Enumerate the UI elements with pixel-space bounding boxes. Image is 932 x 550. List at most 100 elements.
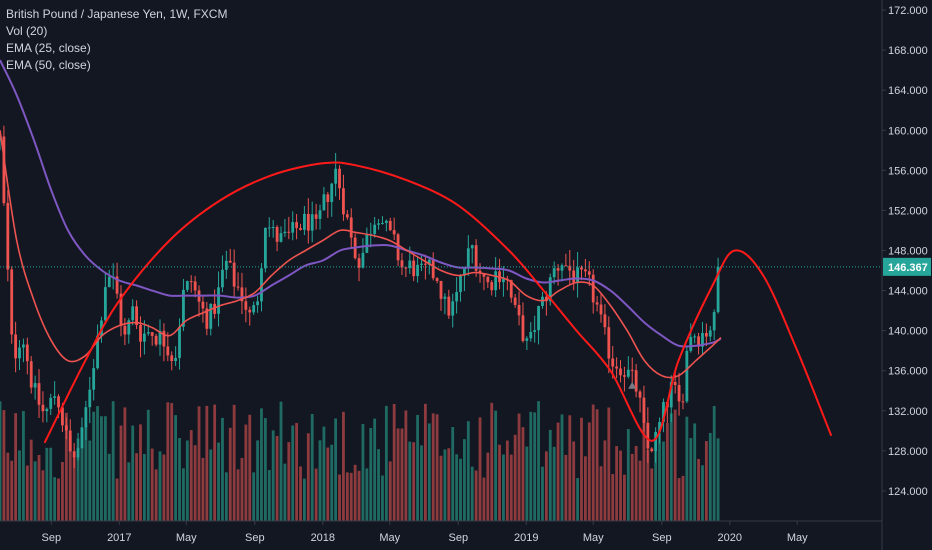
candle-body bbox=[213, 303, 217, 314]
candle-body bbox=[236, 286, 240, 288]
ema25-study-label[interactable]: EMA (25, close) bbox=[6, 41, 91, 55]
candle bbox=[45, 407, 49, 423]
candle-body bbox=[310, 214, 314, 231]
volume-bar bbox=[217, 442, 220, 521]
candle-body bbox=[638, 391, 642, 398]
volume-bar bbox=[232, 404, 236, 521]
volume-bar bbox=[314, 468, 318, 521]
volume-bar bbox=[568, 415, 572, 521]
volume-bar bbox=[611, 474, 615, 521]
volume-bar bbox=[384, 405, 388, 521]
symbol-title[interactable]: British Pound / Japanese Yen, 1W, FXCM bbox=[6, 7, 228, 21]
candle-body bbox=[291, 222, 295, 233]
volume-bar bbox=[361, 424, 365, 521]
candle bbox=[704, 323, 708, 347]
candle bbox=[646, 407, 650, 463]
volume-bar bbox=[548, 429, 552, 521]
triangle-marker-icon bbox=[628, 381, 637, 389]
candle bbox=[299, 223, 302, 231]
candle-body bbox=[708, 330, 712, 337]
volume-bar bbox=[279, 401, 283, 521]
candle bbox=[681, 393, 685, 410]
volume-bar bbox=[392, 404, 396, 521]
candle bbox=[525, 336, 529, 351]
volume-bar bbox=[466, 421, 470, 521]
candle-body bbox=[400, 260, 404, 268]
current-price-badge: 146.367 bbox=[883, 257, 931, 276]
candle bbox=[318, 204, 322, 230]
volume-bar bbox=[115, 478, 119, 521]
volume-bar bbox=[349, 472, 353, 521]
price-axis[interactable]: 124.000 128.000 132.000 136.000 140.000 144.0… bbox=[882, 5, 928, 498]
candle bbox=[435, 277, 439, 284]
candle-body bbox=[107, 276, 111, 288]
candle-body bbox=[701, 332, 704, 347]
candle bbox=[482, 273, 486, 291]
volume-bar bbox=[423, 403, 427, 521]
candle-body bbox=[568, 265, 572, 271]
candle bbox=[650, 447, 654, 453]
candle bbox=[623, 366, 626, 392]
volume-bar bbox=[275, 435, 279, 521]
volume-bar bbox=[345, 472, 349, 521]
volume-bar bbox=[623, 474, 626, 521]
candle bbox=[451, 293, 455, 328]
candle bbox=[533, 315, 537, 343]
volume-bar bbox=[146, 409, 150, 521]
volume-bar bbox=[646, 450, 650, 521]
candle bbox=[712, 309, 716, 341]
candle-body bbox=[474, 245, 478, 271]
candle-body bbox=[185, 281, 189, 290]
volume-bar bbox=[712, 405, 716, 521]
candle bbox=[576, 252, 579, 298]
candle bbox=[345, 210, 349, 220]
volume-bar bbox=[224, 472, 228, 521]
volume-bar bbox=[25, 465, 29, 521]
candle bbox=[392, 217, 396, 241]
candle bbox=[455, 277, 459, 314]
candle-body bbox=[2, 136, 6, 204]
volume-bar bbox=[630, 453, 634, 521]
arc-drawing[interactable] bbox=[43, 161, 833, 444]
volume-study-label[interactable]: Vol (20) bbox=[6, 24, 48, 38]
volume-bar bbox=[697, 458, 700, 521]
volume-bar bbox=[119, 425, 123, 521]
candle bbox=[388, 217, 392, 232]
candle-body bbox=[654, 431, 658, 452]
volume-bar bbox=[463, 439, 466, 521]
candle-body bbox=[494, 271, 498, 291]
volume-bar bbox=[685, 416, 689, 521]
candle-body bbox=[162, 330, 166, 347]
volume-bar bbox=[49, 447, 53, 521]
price-tick-label: 148.000 bbox=[888, 245, 928, 257]
candle bbox=[189, 275, 193, 293]
candle-body bbox=[295, 222, 299, 229]
candle-body bbox=[615, 366, 619, 369]
ema50-study-label[interactable]: EMA (50, close) bbox=[6, 58, 91, 72]
candle-body bbox=[142, 333, 146, 342]
candle-body bbox=[466, 248, 470, 269]
candle-body bbox=[240, 287, 244, 302]
candle-body bbox=[22, 344, 25, 348]
candle-body bbox=[217, 287, 220, 314]
volume-bar bbox=[135, 453, 138, 521]
candle-body bbox=[447, 296, 451, 316]
volume-bar bbox=[248, 414, 252, 521]
ema50-line bbox=[0, 59, 722, 348]
candle bbox=[342, 174, 345, 221]
time-axis[interactable]: Sep 2017 May Sep 2018 May Sep 2019 May Sep 2020 May bbox=[42, 521, 809, 544]
volume-bar bbox=[662, 441, 665, 521]
candle bbox=[701, 322, 704, 356]
volume-bar bbox=[669, 413, 673, 521]
candle-body bbox=[392, 230, 396, 235]
volume-bar bbox=[72, 456, 76, 521]
price-tick-label: 136.000 bbox=[888, 366, 928, 378]
volume-bar bbox=[572, 441, 576, 521]
candle-body bbox=[599, 304, 603, 315]
candle-body bbox=[642, 397, 646, 423]
candle bbox=[330, 182, 334, 217]
volume-bar bbox=[310, 414, 314, 521]
candle-body bbox=[88, 389, 92, 408]
candle bbox=[564, 253, 568, 267]
